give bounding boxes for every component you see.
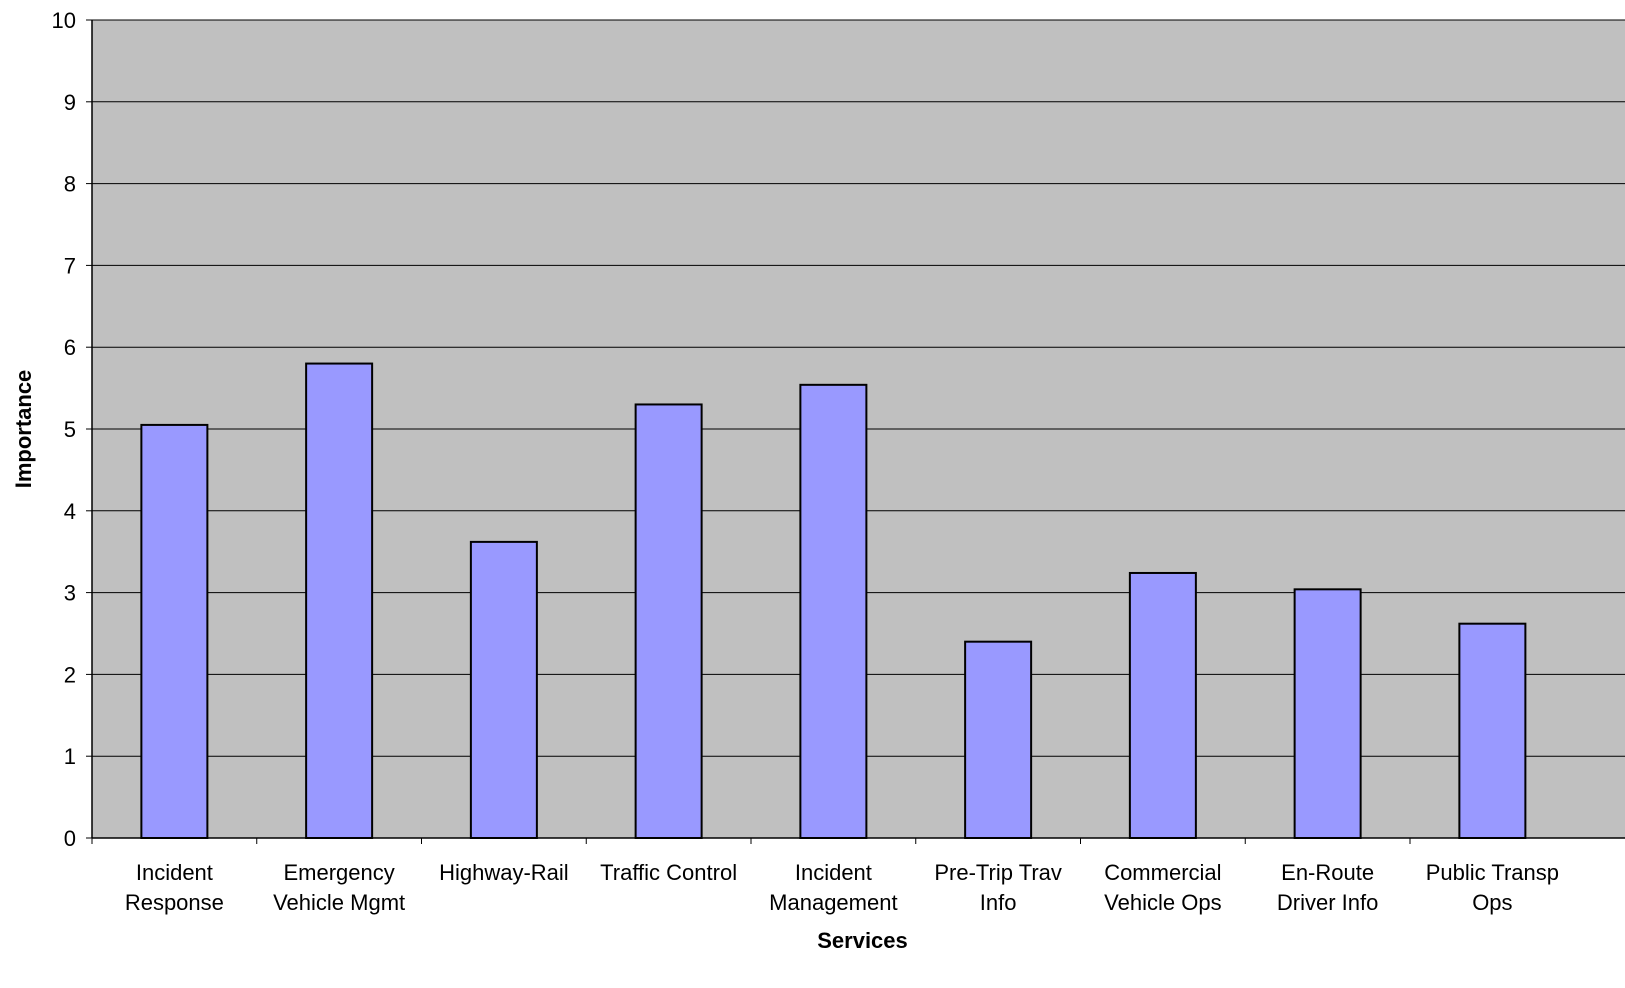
x-tick-label: En-Route Driver Info — [1277, 860, 1378, 915]
y-tick-labels: 0 1 2 3 4 5 6 7 8 9 10 — [52, 8, 76, 851]
y-tick-label: 2 — [64, 662, 76, 687]
y-tick-label: 4 — [64, 499, 76, 524]
bar — [305, 362, 374, 839]
bar — [469, 540, 538, 839]
y-tick-label: 8 — [64, 172, 76, 197]
x-tick-label: Incident Response — [125, 860, 224, 915]
bar — [1128, 571, 1197, 840]
bar — [964, 640, 1033, 839]
x-tick-labels: Incident Response Emergency Vehicle Mgmt Hig… — [125, 860, 1559, 915]
x-tick-label: Pre-Trip Trav Info — [934, 860, 1062, 915]
y-tick-label: 3 — [64, 581, 76, 606]
y-tick-label: 6 — [64, 335, 76, 360]
bar — [1458, 622, 1527, 840]
x-tick-label: Traffic Control — [600, 860, 737, 885]
y-axis-title: Importance — [11, 370, 36, 489]
y-tick-label: 0 — [64, 826, 76, 851]
axes — [86, 19, 1625, 844]
bars — [140, 362, 1527, 840]
bar — [634, 403, 703, 839]
bar — [140, 423, 209, 839]
y-tick-label: 9 — [64, 90, 76, 115]
y-tick-label: 10 — [52, 8, 76, 33]
x-tick-label: Public Transp Ops — [1426, 860, 1559, 915]
y-tick-label: 7 — [64, 253, 76, 278]
x-tick-label: Incident Management — [769, 860, 897, 915]
y-tick-label: 1 — [64, 744, 76, 769]
y-tick-label: 5 — [64, 417, 76, 442]
bar — [1293, 588, 1362, 839]
x-tick-label: Emergency Vehicle Mgmt — [273, 860, 405, 915]
x-tick-label: Commercial Vehicle Ops — [1104, 860, 1221, 915]
x-axis-title: Services — [817, 928, 908, 953]
x-tick-label: Highway-Rail — [439, 860, 569, 885]
bar — [799, 383, 868, 839]
